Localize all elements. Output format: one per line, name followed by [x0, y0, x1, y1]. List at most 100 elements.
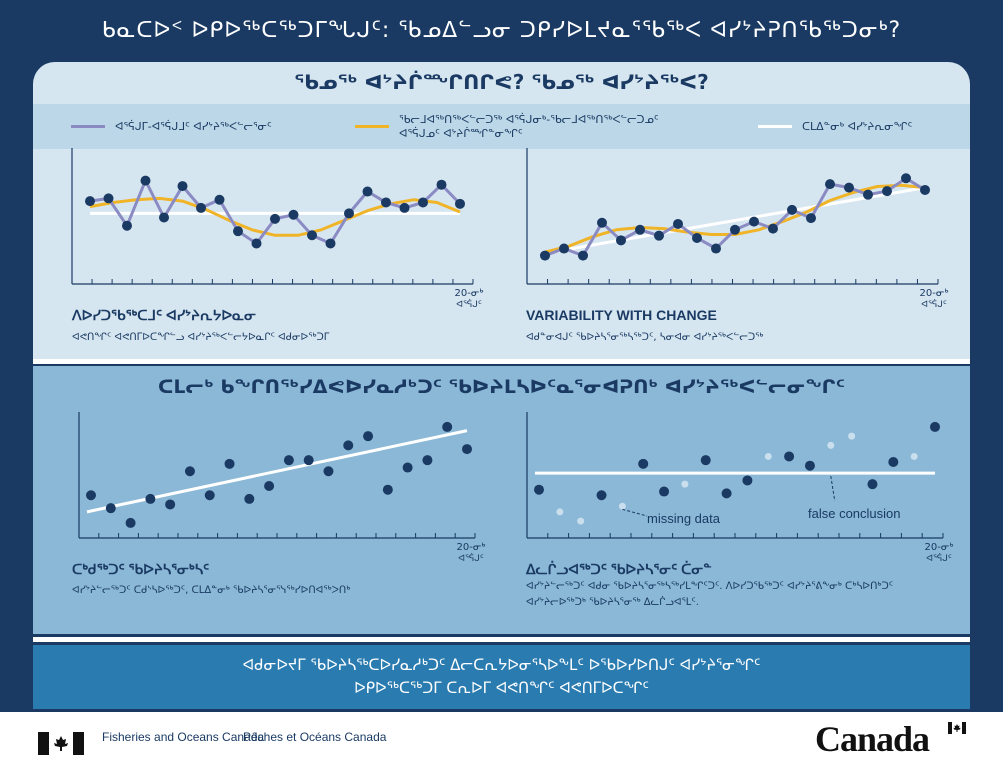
- data-point: [307, 230, 317, 241]
- data-point: [462, 444, 472, 455]
- bottom-message-line1: ᐊᑯᓂᐅᔪᒥ ᖃᐅᔨᓴᖅᑕᐅᓯᓇᓱᒃᑐᑦ ᐃᓕᑕᕆᔭᐅᓂᕐᓴᐅᖕᒪᑦ ᐅᖃᐅᓯᐅ…: [242, 656, 761, 674]
- data-point: [140, 175, 151, 186]
- missing-data-point: [618, 502, 626, 510]
- data-point: [638, 458, 649, 469]
- missing-data-point: [764, 452, 772, 460]
- legend-swatch-smoothed: [355, 125, 389, 128]
- data-point: [85, 196, 95, 207]
- separator-top: [33, 359, 970, 364]
- panel-title-changing: VARIABILITY WITH CHANGE: [526, 307, 717, 323]
- panel-title-long-term: ᑕᒃᑯᖅᑐᑦ ᖃᐅᔨᓴᕐᓂᒃᓴᑦ: [72, 561, 210, 577]
- data-point: [888, 457, 899, 467]
- data-point: [692, 233, 702, 243]
- data-point: [700, 455, 711, 466]
- page-title: ᑲᓇᑕᐅᑉ ᐅᑭᐅᖅᑕᖅᑐᒥᖓᒍᑦ: ᖃᓄᐃᓪᓗᓂ ᑐᑭᓯᐅᒪᔪᓇᕐᖃᖅᐸ ᐊᓯ…: [101, 18, 902, 43]
- missing-data-point: [848, 432, 856, 440]
- missing-data-point: [577, 517, 585, 525]
- missing-data-point: [910, 452, 918, 460]
- data-point: [442, 421, 453, 432]
- data-point: [165, 499, 176, 510]
- canada-flag-icon: [38, 732, 84, 755]
- data-point: [930, 421, 940, 432]
- canada-wordmark: Canada: [815, 719, 930, 759]
- data-point: [730, 224, 740, 235]
- data-point: [863, 189, 873, 200]
- data-point: [264, 481, 275, 491]
- panel-text-stable: ᐊᕙᑎᖏᑦ ᐊᕙᑎᒥᐅᑕᖏᓪᓗ ᐊᓯᔾᔨᖅᐸᓪᓕᔭᐅᓇᒋᑦ ᐊᑯᓂᐅᖅᑐᒥ: [72, 332, 330, 343]
- data-point: [288, 209, 299, 220]
- panel-title-incomplete: ᐃᓚᒌᓗᐊᖅᑐᑦ ᖃᐅᔨᓴᕐᓂᑦ ᑖᓂᓐ: [526, 561, 712, 577]
- data-point: [145, 493, 156, 504]
- data-point: [867, 479, 878, 490]
- data-point: [654, 230, 664, 241]
- missing-data-point: [827, 441, 835, 449]
- data-point: [125, 517, 136, 528]
- data-point: [749, 216, 759, 227]
- x-tick-label: 20-ᓂᒃ: [457, 542, 486, 553]
- x-tick-label: 20-ᓂᒃ: [925, 542, 954, 553]
- x-tick-label: ᐊᕐᕌᒍᑦ: [458, 553, 484, 564]
- data-point: [122, 220, 132, 231]
- data-point: [806, 213, 816, 224]
- x-tick-label: ᐊᕐᕌᒍᑦ: [921, 299, 947, 310]
- data-point: [399, 202, 410, 213]
- data-point: [214, 194, 225, 205]
- annotation-false-conclusion: false conclusion: [808, 506, 901, 521]
- data-point: [204, 490, 215, 501]
- data-point: [244, 493, 255, 504]
- data-point: [382, 484, 393, 495]
- data-point: [224, 458, 235, 469]
- x-tick-label: ᐊᕐᕌᒍᑦ: [926, 553, 952, 564]
- data-point: [283, 455, 294, 466]
- trend-line: [544, 186, 926, 255]
- data-point: [86, 490, 96, 501]
- annotation-connector: [622, 508, 648, 517]
- footer: Fisheries and Oceans Canada Pêches et Oc…: [0, 712, 1003, 776]
- legend-label-smoothed: ᖃᓕᒧᐊᖅᑎᖅᐸᓪᓕᑐᖅ ᐊᕐᕌᒍᓂᒃ-ᖃᓕᒧᐊᖅᑎᖅᐸᓪᓕᑐᓄᑦ ᐊᕐᕌᒍᓄᑦ…: [399, 112, 659, 140]
- x-tick-label: 20-ᓂᒃ: [920, 288, 949, 299]
- data-point: [105, 503, 116, 514]
- data-point: [742, 475, 753, 486]
- data-point: [325, 238, 336, 249]
- data-point: [784, 451, 795, 462]
- data-point: [596, 490, 607, 501]
- data-point: [540, 250, 550, 261]
- missing-data-point: [681, 480, 689, 488]
- data-point: [177, 181, 188, 192]
- data-point: [381, 197, 391, 208]
- data-point: [882, 186, 892, 197]
- data-point: [455, 198, 465, 209]
- legend-item-smoothed: ᖃᓕᒧᐊᖅᑎᖅᐸᓪᓕᑐᖅ ᐊᕐᕌᒍᓂᒃ-ᖃᓕᒧᐊᖅᑎᖅᐸᓪᓕᑐᓄᑦ ᐊᕐᕌᒍᓄᑦ…: [355, 104, 695, 149]
- data-point: [673, 218, 683, 229]
- department-name-en: Fisheries and Oceans Canada: [102, 730, 265, 744]
- data-point: [270, 213, 280, 224]
- panel-title-stable: ᐱᐅᓯᑐᖃᖅᑕᒧᑦ ᐊᓯᔾᔨᕆᔭᐅᓇᓂ: [72, 307, 256, 323]
- data-point: [184, 466, 195, 477]
- data-point: [901, 173, 911, 184]
- x-tick-label: ᐊᕐᕌᒍᑦ: [456, 299, 482, 310]
- data-point: [103, 193, 114, 204]
- legend-label-annual: ᐊᕐᕌᒍᒥ-ᐊᕐᕌᒍᒧᑦ ᐊᓯᔾᔨᖅᐸᓪᓕᕐᓂᑦ: [115, 119, 272, 133]
- data-point: [436, 179, 447, 190]
- bottom-message-line2: ᐅᑭᐅᖅᑕᖅᑐᒥ ᑕᕆᐅᒥ ᐊᕙᑎᖏᑦ ᐊᕙᑎᒥᐅᑕᖏᑦ: [354, 679, 649, 697]
- smoothed-line: [89, 196, 461, 237]
- legend-item-trend: ᑕᒪᐃᓐᓂᒃ ᐊᓯᔾᔨᕆᓂᖏᑦ: [758, 104, 958, 149]
- data-point: [787, 204, 797, 215]
- data-point: [804, 460, 815, 471]
- bottom-section: ᐊᑯᓂᐅᔪᒥ ᖃᐅᔨᓴᖅᑕᐅᓯᓇᓱᒃᑐᑦ ᐃᓕᑕᕆᔭᐅᓂᕐᓴᐅᖕᒪᑦ ᐅᖃᐅᓯᐅ…: [33, 645, 970, 709]
- data-point: [159, 212, 169, 223]
- legend-swatch-trend: [758, 125, 792, 128]
- annotation-connector: [830, 475, 836, 502]
- data-point: [402, 462, 413, 473]
- data-point: [344, 208, 354, 219]
- panel-text-changing: ᐊᑯᓐᓂᐊᒍᑦ ᖃᐅᔨᓴᕐᓂᖅᓴᖅᑐᑦ, ᓴᓂᐊᓂ ᐊᓯᔾᔨᖅᐸᓪᓕᑐᖅ: [526, 332, 764, 343]
- separator-bottom: [33, 637, 970, 642]
- data-point: [233, 226, 243, 237]
- data-point: [635, 224, 645, 235]
- legend: ᐊᕐᕌᒍᒥ-ᐊᕐᕌᒍᒧᑦ ᐊᓯᔾᔨᖅᐸᓪᓕᕐᓂᑦ ᖃᓕᒧᐊᖅᑎᖅᐸᓪᓕᑐᖅ ᐊᕐ…: [33, 104, 970, 149]
- missing-data-point: [556, 508, 564, 516]
- department-name-fr: Pêches et Océans Canada: [243, 730, 387, 744]
- panel-text-long-term: ᐊᓯᔾᔨᓪᓕᖅᑐᑦ ᑕᑯᔅᓴᐅᖅᑐᑦ, ᑕᒪᐃᓐᓂᒃ ᖃᐅᔨᓴᕐᓂᕐᓭᖅᓯᐅᑎᐊ…: [72, 585, 351, 596]
